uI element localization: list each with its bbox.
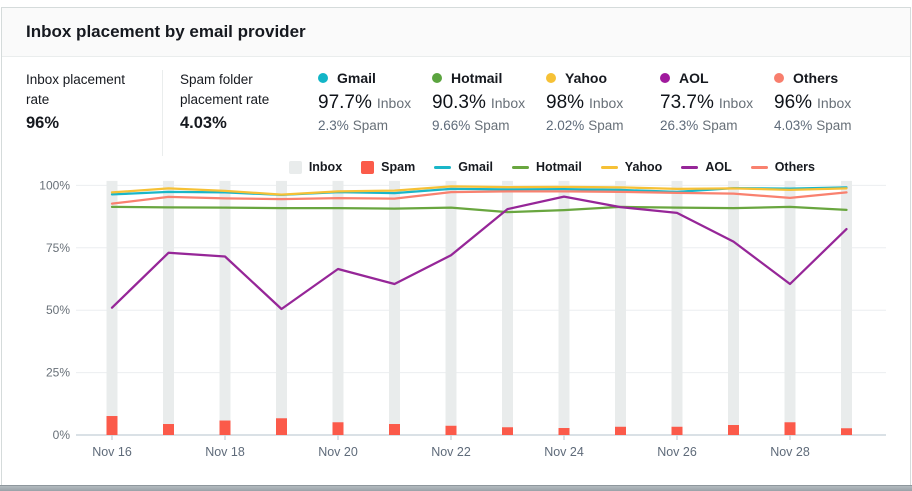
- spam-rate-unit: Spam: [816, 118, 852, 133]
- spam-rate-unit: Spam: [588, 118, 624, 133]
- inbox-rate-unit: Inbox: [376, 95, 412, 111]
- page-title: Inbox placement by email provider: [26, 22, 306, 41]
- inbox-placement-rate-label: Inbox placement rate: [26, 72, 126, 108]
- spam-placement-rate-label: Spam folder placement rate: [180, 72, 270, 108]
- spam-rate-value: 2.3%: [318, 118, 349, 133]
- legend-item-spam[interactable]: Spam: [361, 160, 415, 174]
- provider-stat-hotmail: Hotmail 90.3% Inbox 9.66% Spam: [432, 70, 546, 133]
- provider-name: Hotmail: [451, 70, 503, 86]
- spam-rate-unit: Spam: [352, 118, 389, 133]
- stats-row: Inbox placement rate 96% Spam folder pla…: [26, 70, 898, 156]
- svg-text:Nov 20: Nov 20: [318, 445, 358, 459]
- spam-placement-rate-value: 4.03%: [180, 113, 227, 132]
- svg-text:Nov 22: Nov 22: [431, 445, 471, 459]
- svg-text:100%: 100%: [39, 178, 70, 192]
- inbox-placement-rate-stat: Inbox placement rate 96%: [26, 70, 138, 133]
- spam-rate-value: 4.03%: [774, 118, 813, 133]
- provider-name: Gmail: [337, 70, 376, 86]
- spam-rate-unit: Spam: [702, 118, 738, 133]
- legend-item-aol[interactable]: AOL: [681, 160, 732, 174]
- spam-rate-value: 9.66%: [432, 118, 471, 133]
- window-bottom-edge: [0, 485, 912, 491]
- provider-name: Yahoo: [565, 70, 608, 86]
- spam-rate-unit: Spam: [474, 118, 510, 133]
- legend-item-others[interactable]: Others: [750, 160, 815, 174]
- provider-name: AOL: [679, 70, 709, 86]
- legend-item-inbox[interactable]: Inbox: [288, 160, 342, 174]
- inbox-rate-unit: Inbox: [589, 95, 624, 111]
- inbox-rate-value: 90.3%: [432, 92, 486, 113]
- legend-item-gmail[interactable]: Gmail: [434, 160, 493, 174]
- inbox-rate-value: 73.7%: [660, 92, 714, 113]
- svg-text:Nov 24: Nov 24: [544, 445, 584, 459]
- legend-item-hotmail[interactable]: Hotmail: [511, 160, 582, 174]
- provider-stat-yahoo: Yahoo 98% Inbox 2.02% Spam: [546, 70, 660, 133]
- hotmail-line-swatch-icon: [511, 165, 529, 169]
- placement-line-chart[interactable]: 0% 25% 50% 75% 100% Nov 16 Nov 18 Nov 20 Nov 22 N…: [26, 178, 890, 470]
- spam-placement-rate-stat: Spam folder placement rate 4.03%: [180, 70, 300, 133]
- inbox-placement-rate-value: 96%: [26, 113, 60, 132]
- provider-stat-others: Others 96% Inbox 4.03% Spam: [774, 70, 888, 133]
- hotmail-dot-icon: [432, 73, 442, 83]
- inbox-rate-value: 97.7%: [318, 92, 372, 113]
- inbox-rate-value: 98%: [546, 92, 585, 113]
- inbox-swatch-icon: [288, 160, 302, 174]
- provider-stat-aol: AOL 73.7% Inbox 26.3% Spam: [660, 70, 774, 133]
- svg-text:Nov 26: Nov 26: [657, 445, 697, 459]
- provider-name: Others: [793, 70, 839, 86]
- gmail-dot-icon: [318, 73, 328, 83]
- others-dot-icon: [774, 73, 784, 83]
- provider-stat-gmail: Gmail 97.7% Inbox 2.3% Spam: [318, 70, 432, 133]
- svg-text:0%: 0%: [53, 428, 71, 442]
- stats-divider: [162, 70, 163, 156]
- inbox-rate-unit: Inbox: [718, 95, 754, 111]
- svg-text:Nov 16: Nov 16: [92, 445, 132, 459]
- spam-rate-value: 26.3%: [660, 118, 699, 133]
- gmail-line-swatch-icon: [434, 165, 452, 169]
- svg-text:Nov 28: Nov 28: [770, 445, 810, 459]
- spam-rate-value: 2.02%: [546, 118, 585, 133]
- aol-line-swatch-icon: [681, 165, 699, 169]
- svg-text:50%: 50%: [46, 303, 70, 317]
- inbox-rate-value: 96%: [774, 92, 813, 113]
- svg-text:Nov 18: Nov 18: [205, 445, 245, 459]
- inbox-rate-unit: Inbox: [490, 95, 526, 111]
- chart-legend: Inbox Spam Gmail Hotmail Yahoo AOL Other…: [2, 160, 815, 174]
- others-line-swatch-icon: [750, 165, 768, 169]
- chart-canvas[interactable]: 0% 25% 50% 75% 100% Nov 16 Nov 18 Nov 20 Nov 22 N…: [26, 178, 890, 470]
- card-header: Inbox placement by email provider: [2, 8, 910, 57]
- inbox-rate-unit: Inbox: [817, 95, 852, 111]
- aol-dot-icon: [660, 73, 670, 83]
- inbox-placement-card: Inbox placement by email provider Inbox …: [1, 7, 911, 486]
- spam-swatch-icon: [361, 160, 375, 174]
- yahoo-dot-icon: [546, 73, 556, 83]
- svg-text:75%: 75%: [46, 241, 70, 255]
- legend-item-yahoo[interactable]: Yahoo: [600, 160, 662, 174]
- svg-text:25%: 25%: [46, 366, 70, 380]
- yahoo-line-swatch-icon: [600, 165, 618, 169]
